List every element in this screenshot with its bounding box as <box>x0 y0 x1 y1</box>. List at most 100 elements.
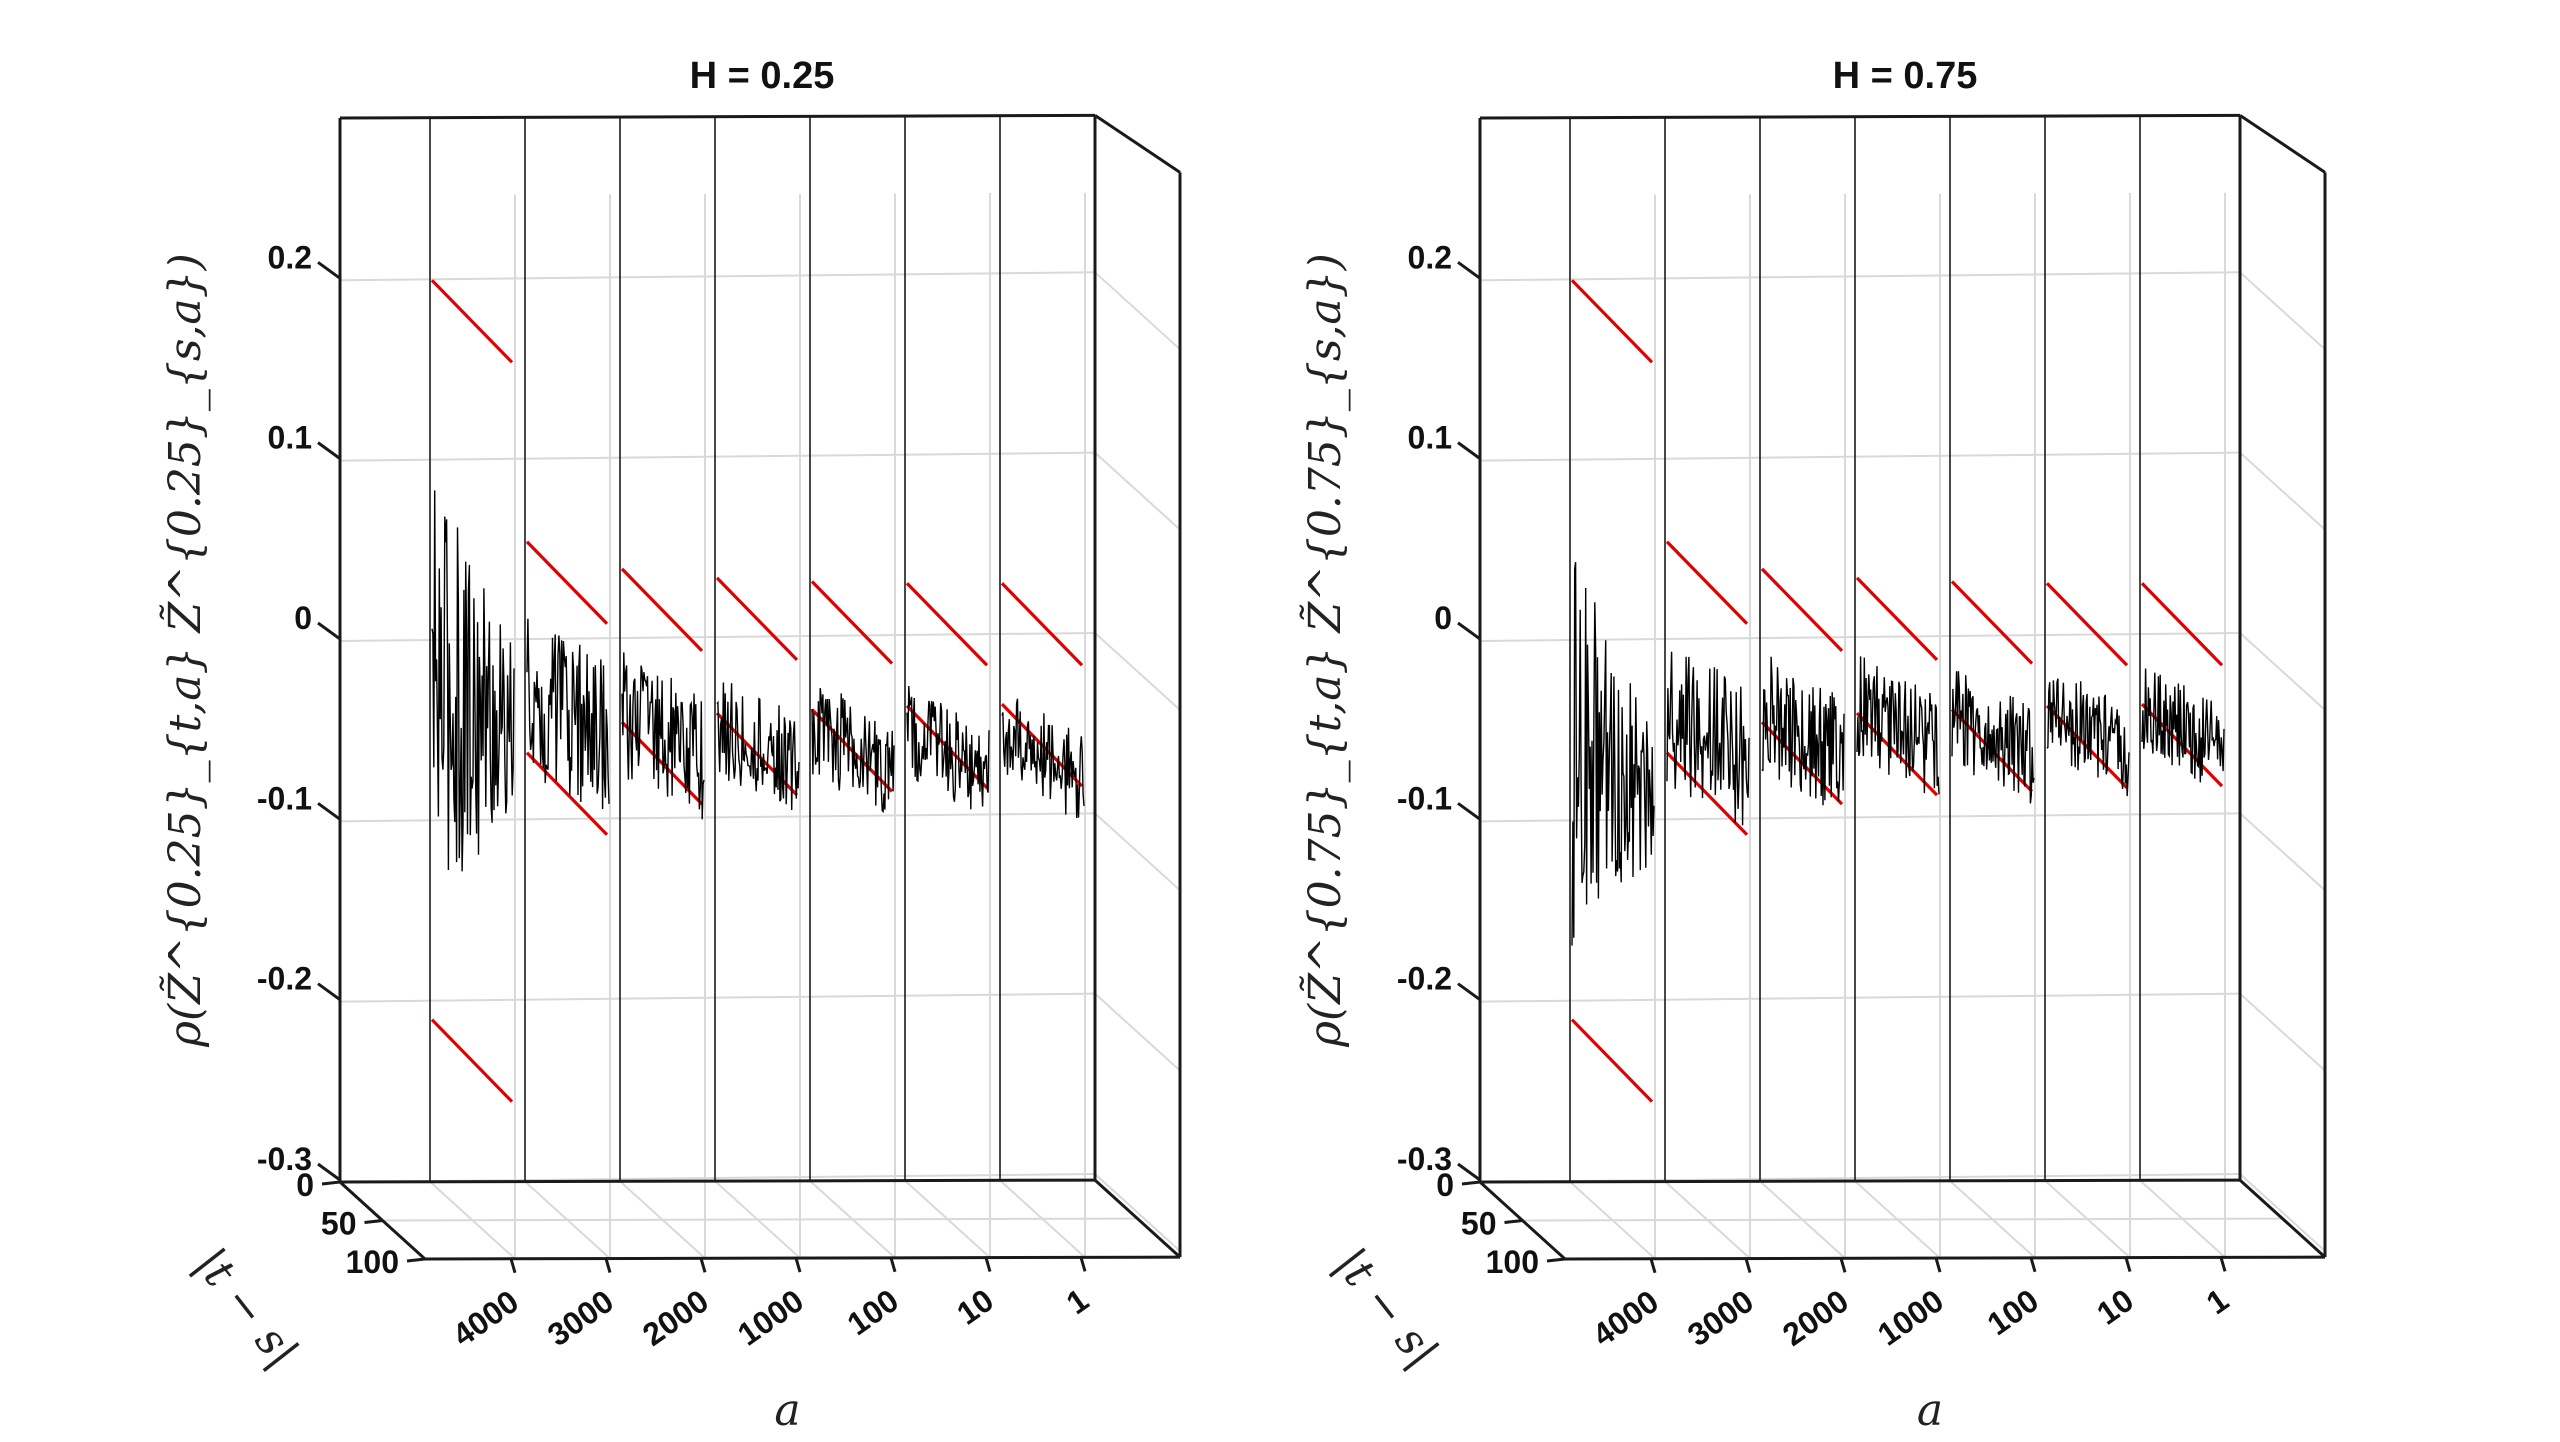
y-tick-mark <box>1457 261 1481 280</box>
x-tick-mark <box>1839 1257 1847 1273</box>
grid-line <box>2239 1173 2326 1252</box>
data-series <box>526 618 610 810</box>
lower-bound-line <box>430 1018 514 1103</box>
x-tick-mark <box>699 1257 707 1273</box>
x-tick-label: 1 <box>1060 1282 1095 1322</box>
data-series <box>716 682 800 811</box>
data-series <box>1666 651 1750 826</box>
grid-line <box>382 1217 1138 1222</box>
upper-bound-line <box>1570 279 1654 364</box>
grid-line <box>2239 632 2326 711</box>
y-tick-label: 0.1 <box>268 420 312 456</box>
chart-2: H = 0.75 0.2 0.1 0 -0.1 -0.2 -0.3 ρ(Z̃^{0.75}_{… <box>1298 55 2327 1436</box>
grid-line <box>1479 992 2241 1003</box>
grid-line <box>339 992 1096 1003</box>
grid-line <box>2239 812 2326 892</box>
depth-tick-mark <box>1546 1257 1566 1263</box>
y-tick-label: -0.1 <box>1397 780 1452 816</box>
x-tick-label: 3000 <box>1681 1283 1760 1353</box>
y-tick-label: 0.2 <box>268 239 312 275</box>
upper-bound-line <box>2140 582 2224 667</box>
data-series <box>1951 671 2035 804</box>
y-tick-label: 0.1 <box>1408 420 1452 456</box>
upper-bound-line <box>1665 540 1749 625</box>
depth-tick-mark <box>1461 1180 1481 1186</box>
axis-box-edge <box>1093 1179 1182 1259</box>
data-series <box>1571 562 1655 946</box>
x-tick-mark <box>1079 1256 1087 1272</box>
upper-bound-line <box>430 279 514 364</box>
lower-bound-line <box>1665 751 1749 836</box>
axis-box-edge <box>1564 1255 2326 1261</box>
y-tick-mark <box>317 982 341 1001</box>
data-series <box>1001 698 1085 819</box>
upper-bound-line <box>1000 582 1084 667</box>
upper-bound-line <box>715 576 799 661</box>
y-tick-label: -0.2 <box>257 961 312 997</box>
x-tick-label: 4000 <box>446 1283 525 1353</box>
x-tick-mark <box>2029 1257 2037 1273</box>
grid-line <box>1479 271 2241 282</box>
grid-line <box>1479 631 2241 642</box>
grid-line <box>339 812 1096 823</box>
x-tick-mark <box>604 1258 612 1273</box>
depth-tick-mark <box>406 1257 426 1263</box>
y-tick-mark <box>1457 1162 1481 1182</box>
x-tick-label: 2000 <box>636 1283 715 1353</box>
x-tick-label: 10 <box>950 1282 1000 1332</box>
x-tick-mark <box>1744 1258 1752 1273</box>
grid-line <box>1522 1217 2283 1222</box>
depth-tick-label: 0 <box>1436 1167 1454 1203</box>
grid-line <box>2239 271 2326 351</box>
upper-bound-line <box>620 567 704 652</box>
y-tick-mark <box>317 441 341 460</box>
grid-line <box>1094 271 1181 351</box>
x-tick-label: 2000 <box>1776 1283 1855 1353</box>
grid-line <box>1094 632 1181 711</box>
y-tick-label: -0.2 <box>1397 961 1452 997</box>
x-tick-mark <box>1649 1258 1657 1274</box>
grid-line <box>339 451 1096 462</box>
axis-box-edge <box>2238 1178 2327 1259</box>
x-tick-label: 1 <box>2200 1282 2235 1322</box>
data-series <box>431 490 515 872</box>
y-tick-mark <box>317 1162 341 1182</box>
lower-bound-line <box>1570 1018 1654 1103</box>
grid-line <box>339 631 1096 642</box>
x-tick-label: 10 <box>2090 1282 2140 1332</box>
y-tick-label: -0.3 <box>1397 1141 1452 1177</box>
data-series <box>2046 678 2130 797</box>
y-tick-mark <box>317 621 341 641</box>
x-tick-mark <box>2124 1257 2132 1272</box>
x-tick-mark <box>1934 1257 1942 1273</box>
grid-line <box>1479 451 2241 462</box>
y-tick-mark <box>1457 802 1481 821</box>
grid-line <box>1094 451 1181 531</box>
y-tick-label: -0.3 <box>257 1141 312 1177</box>
y-tick-mark <box>1457 441 1481 460</box>
depth-tick-label: 100 <box>1486 1244 1539 1280</box>
y-tick-label: 0.2 <box>1408 239 1452 275</box>
y-axis-label: ρ(Z̃^{0.25}_{t,a} Z̃^{0.25}_{s,a}) <box>158 253 211 1048</box>
y-tick-mark <box>1457 621 1481 641</box>
x-tick-label: 1000 <box>1871 1282 1950 1352</box>
data-series <box>621 652 705 820</box>
depth-tick-label: 50 <box>1461 1206 1497 1242</box>
upper-bound-line <box>1855 576 1939 661</box>
data-series <box>811 688 895 814</box>
axis-box-edge <box>424 1255 1181 1261</box>
x-tick-mark <box>2219 1256 2227 1272</box>
y-tick-mark <box>317 802 341 821</box>
axis-box-edge <box>1479 113 2241 120</box>
grid-line <box>1094 992 1181 1072</box>
depth-tick-mark <box>1504 1219 1523 1224</box>
axis-box-edge <box>339 113 1096 120</box>
chart-title: H = 0.25 <box>690 55 835 97</box>
data-series <box>906 685 990 810</box>
depth-tick-label: 0 <box>296 1167 314 1203</box>
depth-tick-mark <box>364 1219 383 1224</box>
x-tick-mark <box>889 1257 897 1273</box>
upper-bound-line <box>2045 582 2129 667</box>
x-tick-label: 100 <box>1981 1282 2045 1342</box>
x-tick-label: 3000 <box>541 1283 620 1353</box>
